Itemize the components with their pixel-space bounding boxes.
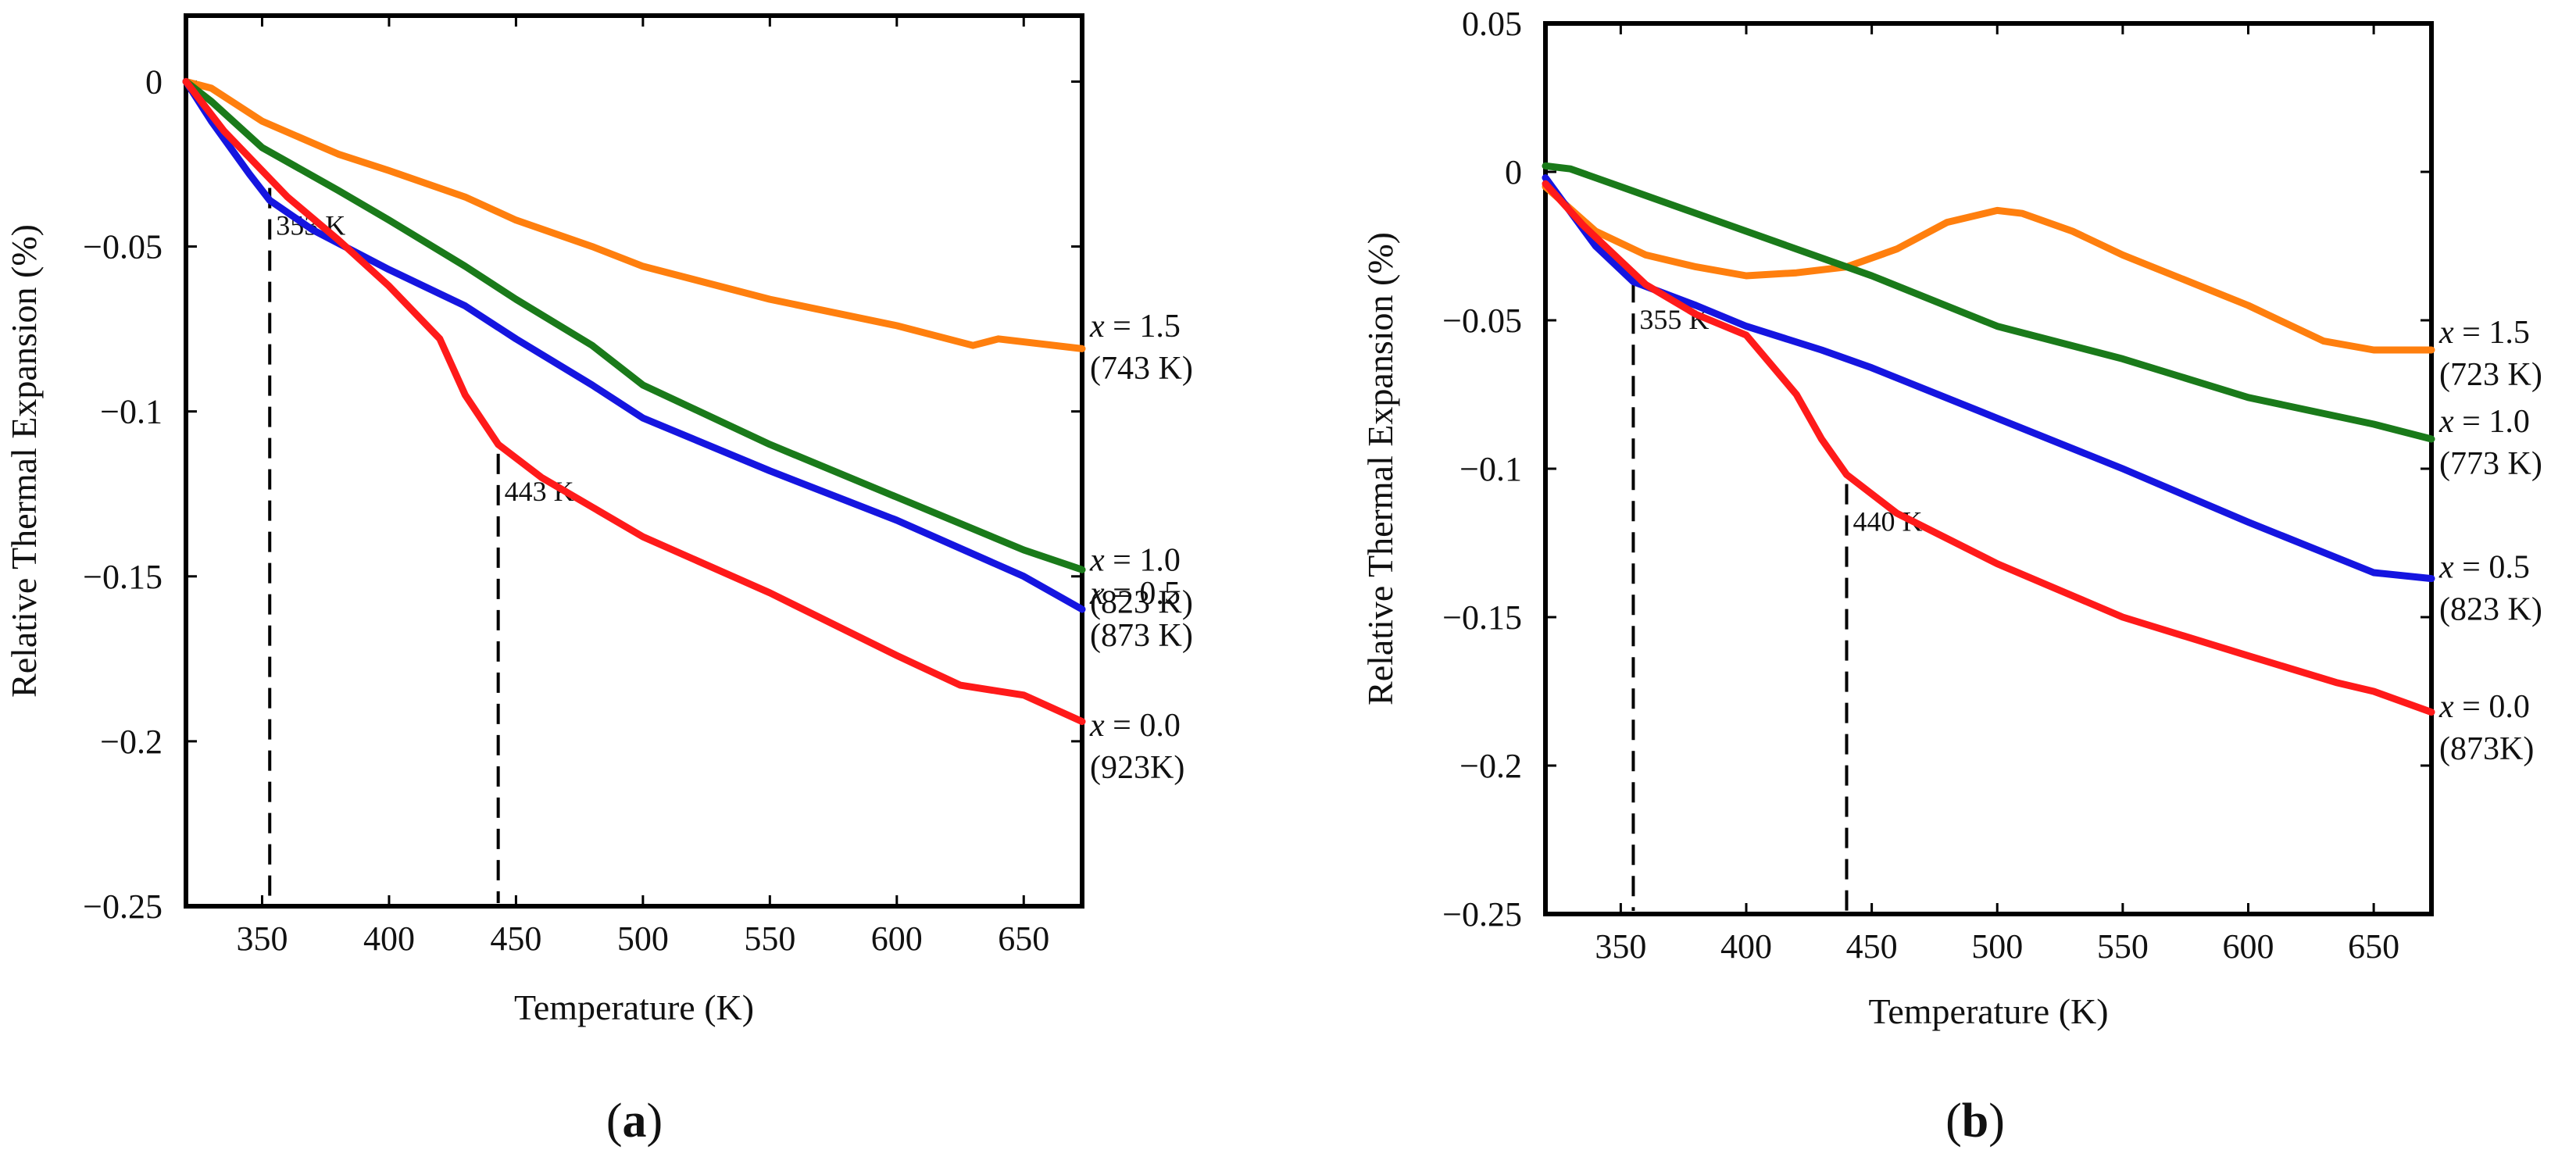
x-tick-label: 400 — [363, 919, 415, 958]
x-tick-label: 450 — [490, 919, 541, 958]
x-tick-label: 550 — [744, 919, 795, 958]
series-label-temp: (873 K) — [1090, 618, 1193, 654]
x-tick-label: 650 — [2348, 927, 2399, 966]
x-tick-label: 600 — [2222, 927, 2274, 966]
x-tick-label: 650 — [998, 919, 1049, 958]
series-label-name: x = 1.5 — [1089, 309, 1181, 345]
series-label-temp: (773 K) — [2439, 446, 2542, 482]
series-label-temp: (923K) — [1090, 750, 1184, 786]
series-line — [1542, 180, 2435, 716]
y-tick-label: −0.1 — [1459, 450, 1522, 488]
chart-panel-a: 350 400 450 500 550 600 650 0 −0.05 −0.1 −0.15 −0.2… — [4, 13, 1193, 1148]
series-line — [1542, 162, 2435, 443]
chart-panel-b: 350 400 450 500 550 600 650 0.05 0 −0.05 −0.1 −0.15… — [1360, 5, 2542, 1148]
y-tick-label: −0.05 — [83, 228, 163, 266]
series-label-name: x = 0.0 — [1089, 708, 1181, 744]
x-axis-title: Temperature (K) — [514, 987, 754, 1027]
y-tick-label: −0.15 — [83, 558, 163, 596]
series-label-temp: (873K) — [2439, 731, 2534, 767]
panel-label: (b) — [1945, 1094, 2005, 1148]
x-tick-label: 350 — [1595, 927, 1646, 966]
series-label-temp: (823 K) — [1090, 585, 1193, 621]
y-axis-title: Relative Thermal Expansion (%) — [1360, 232, 1400, 705]
panel-label: (a) — [606, 1094, 663, 1148]
series-line — [182, 77, 1086, 352]
series-line — [182, 77, 1086, 726]
series-label-name: x = 1.5 — [2438, 315, 2530, 351]
series-line — [182, 77, 1086, 613]
x-tick-label: 350 — [236, 919, 288, 958]
series-label-temp: (823 K) — [2439, 591, 2542, 627]
x-axis-title: Temperature (K) — [1868, 991, 2108, 1031]
y-tick-label: −0.05 — [1442, 302, 1522, 340]
series-label-temp: (743 K) — [1090, 351, 1193, 387]
series-label-name: x = 0.5 — [1089, 576, 1181, 612]
series-label-name: x = 0.5 — [2438, 549, 2530, 585]
series-label-name: x = 0.0 — [2438, 689, 2530, 725]
y-tick-label: 0 — [145, 62, 163, 101]
y-tick-label: −0.15 — [1442, 598, 1522, 637]
series-label-temp: (723 K) — [2439, 357, 2542, 393]
y-tick-label: −0.25 — [83, 887, 163, 926]
x-tick-label: 500 — [1971, 927, 2023, 966]
y-tick-label: −0.1 — [100, 393, 163, 431]
x-tick-label: 600 — [871, 919, 923, 958]
y-tick-label: −0.2 — [100, 723, 163, 761]
series-line — [182, 77, 1086, 573]
y-tick-label: −0.2 — [1459, 747, 1522, 785]
series-label-name: x = 1.0 — [1089, 543, 1181, 579]
series-line — [1542, 174, 2435, 583]
x-tick-label: 400 — [1720, 927, 1772, 966]
y-tick-label: 0 — [1505, 153, 1522, 191]
x-tick-label: 550 — [2097, 927, 2149, 966]
series-label-name: x = 1.0 — [2438, 404, 2530, 440]
y-tick-label: 0.05 — [1462, 5, 1522, 43]
x-tick-label: 500 — [617, 919, 669, 958]
plot-frame — [184, 13, 1084, 909]
y-axis-title: Relative Thermal Expansion (%) — [4, 224, 44, 698]
x-tick-label: 450 — [1846, 927, 1898, 966]
series-line — [1542, 183, 2435, 354]
y-tick-label: −0.25 — [1442, 895, 1522, 934]
plot-frame — [1543, 21, 2434, 916]
